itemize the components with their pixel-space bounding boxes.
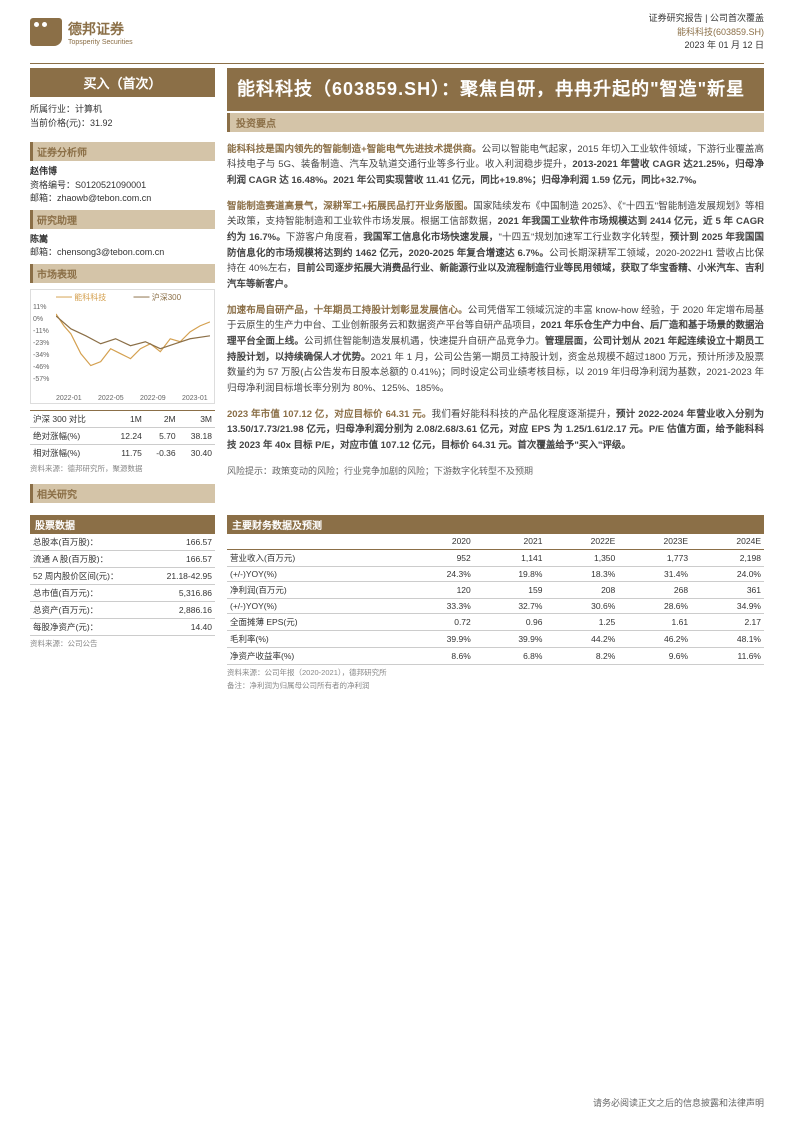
- main-content: 能科科技（603859.SH）：聚焦自研，冉冉升起的"智造"新星 投资要点 能科…: [227, 68, 764, 503]
- financial-table: 202020212022E2023E2024E营业收入(百万元)9521,141…: [227, 534, 764, 665]
- stock-data-header: 股票数据: [30, 515, 215, 534]
- page-header: 德邦证券 Topsperity Securities 证券研究报告 | 公司首次…: [0, 0, 794, 61]
- logo-mark: [30, 18, 62, 46]
- performance-chart: ━━ 能科科技 ━━ 沪深300 11%0%-11%-23%-34%-46%-5…: [30, 289, 215, 404]
- basic-info: 所属行业：计算机 当前价格(元)：31.92: [30, 97, 215, 139]
- investment-header: 投资要点: [227, 113, 764, 132]
- rating-box: 买入（首次）: [30, 68, 215, 97]
- body-paragraph: 2023 年市值 107.12 亿，对应目标价 64.31 元。我们看好能科科技…: [227, 407, 764, 454]
- fin-data-header: 主要财务数据及预测: [227, 515, 764, 534]
- risk-note: 风险提示：政策变动的风险；行业竞争加剧的风险；下游数字化转型不及预期: [227, 464, 764, 477]
- body-paragraph: 加速布局自研产品，十年期员工持股计划彰显发展信心。公司凭借军工领域沉淀的丰富 k…: [227, 303, 764, 397]
- report-type: 证券研究报告 | 公司首次覆盖: [649, 12, 764, 26]
- body-paragraph: 智能制造赛道高景气，深耕军工+拓展民品打开业务版图。国家陆续发布《中国制造 20…: [227, 199, 764, 293]
- stock-data-panel: 股票数据 总股本(百万股)：166.57流通 A 股(百万股)：166.5752…: [30, 515, 215, 691]
- logo: 德邦证券 Topsperity Securities: [30, 12, 133, 53]
- report-date: 2023 年 01 月 12 日: [649, 39, 764, 53]
- footer-disclaimer: 请务必阅读正文之后的信息披露和法律声明: [593, 1096, 764, 1109]
- assistant-info: 陈嵩 邮箱：chensong3@tebon.com.cn: [30, 233, 215, 260]
- financial-data-panel: 主要财务数据及预测 202020212022E2023E2024E营业收入(百万…: [227, 515, 764, 691]
- performance-table: 沪深 300 对比1M2M3M 绝对涨幅(%)12.245.7038.18相对涨…: [30, 410, 215, 461]
- company-name-cn: 德邦证券: [68, 19, 133, 39]
- stock-code: 能科科技(603859.SH): [649, 26, 764, 40]
- perf-source: 资料来源：德邦研究所，聚源数据: [30, 463, 215, 474]
- company-name-en: Topsperity Securities: [68, 39, 133, 46]
- related-header: 相关研究: [30, 484, 215, 503]
- stock-data-table: 总股本(百万股)：166.57流通 A 股(百万股)：166.5752 周内股价…: [30, 534, 215, 636]
- divider: [30, 63, 764, 64]
- analyst-info: 赵伟博 资格编号：S0120521090001 邮箱：zhaowb@tebon.…: [30, 165, 215, 206]
- report-title: 能科科技（603859.SH）：聚焦自研，冉冉升起的"智造"新星: [227, 68, 764, 111]
- analyst-header: 证券分析师: [30, 142, 215, 161]
- header-meta: 证券研究报告 | 公司首次覆盖 能科科技(603859.SH) 2023 年 0…: [649, 12, 764, 53]
- assistant-header: 研究助理: [30, 210, 215, 229]
- body-paragraph: 能科科技是国内领先的智能制造+智能电气先进技术提供商。公司以智能电气起家，201…: [227, 142, 764, 189]
- market-header: 市场表现: [30, 264, 215, 283]
- sidebar: 买入（首次） 所属行业：计算机 当前价格(元)：31.92 证券分析师 赵伟博 …: [30, 68, 215, 503]
